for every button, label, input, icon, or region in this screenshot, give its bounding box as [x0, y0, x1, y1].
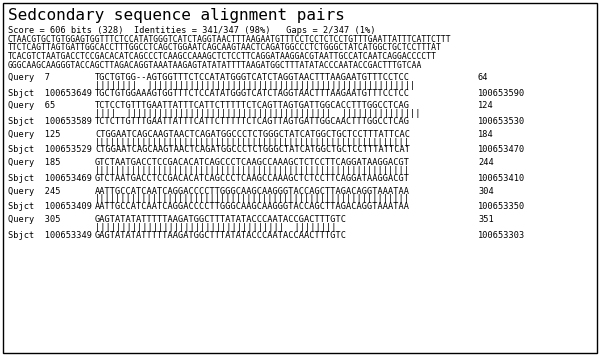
- Text: Query  245: Query 245: [8, 187, 61, 195]
- Text: 124: 124: [478, 101, 494, 110]
- Text: CTAACGTGCTGTGGAGTGGTTTCTCCATATGGGTCATCTAGGTAACTTTAAGAATGTTTCCTCCTCTCCTGTTTGAATTA: CTAACGTGCTGTGGAGTGGTTTCTCCATATGGGTCATCTA…: [8, 35, 452, 44]
- Text: TCACGTCTAATGACCTCCGACACATCAGCCCTCAAGCCAAAGCTCTCCTTCAGGATAAGGACGTAATTGCCATCAATCAG: TCACGTCTAATGACCTCCGACACATCAGCCCTCAAGCCAA…: [8, 52, 437, 61]
- Text: GGGCAAGCAAGGGTACCAGCTTAGACAGGTAAATAAGAGTATATATTTTAAGATGGCTTTATATACCCAATACCGACTTT: GGGCAAGCAAGGGTACCAGCTTAGACAGGTAAATAAGAGT…: [8, 61, 422, 69]
- Text: 351: 351: [478, 215, 494, 224]
- Text: Sbjct  100653529: Sbjct 100653529: [8, 145, 92, 155]
- Text: AATTGCCATCAATCAGGACCCCTTGGGCAAGCAAGGGTACCAGCTTAGACAGGTAAATAA: AATTGCCATCAATCAGGACCCCTTGGGCAAGCAAGGGTAC…: [95, 202, 410, 211]
- Text: GTCTAATGACCTCCGACACATCAGCCCTCAAGCCAAAGCTCTCCTTCAGGATAAGGACGT: GTCTAATGACCTCCGACACATCAGCCCTCAAGCCAAAGCT…: [95, 158, 410, 167]
- Text: TGCTGTGG--AGTGGTTTCTCCATATGGGTCATCTAGGTAACTTTAAGAATGTTTCCTCC: TGCTGTGG--AGTGGTTTCTCCATATGGGTCATCTAGGTA…: [95, 73, 410, 82]
- Text: 100653303: 100653303: [478, 231, 525, 240]
- Text: 244: 244: [478, 158, 494, 167]
- Text: Sbjct  100653469: Sbjct 100653469: [8, 174, 92, 183]
- Text: TTCTCAGTTAGTGATTGGCACCTTTGGCCTCAGCTGGAATCAGCAAGTAACTCAGATGGCCCTCTGGGCTATCATGGCTG: TTCTCAGTTAGTGATTGGCACCTTTGGCCTCAGCTGGAAT…: [8, 43, 442, 52]
- Text: 304: 304: [478, 187, 494, 195]
- Text: Query  125: Query 125: [8, 130, 61, 139]
- Text: TCTCCTGTTTGAATTATTTCATTCTTTTTCTCAGTTAGTGATTGGCACCTTTGGCCTCAG: TCTCCTGTTTGAATTATTTCATTCTTTTTCTCAGTTAGTG…: [95, 101, 410, 110]
- Text: Sbjct  100653589: Sbjct 100653589: [8, 117, 92, 126]
- Text: ||||||||||||||||||||||||||||||||||||||||||||||||||||||||||||: ||||||||||||||||||||||||||||||||||||||||…: [95, 194, 410, 203]
- Text: Sbjct  100653349: Sbjct 100653349: [8, 231, 92, 240]
- Text: 100653530: 100653530: [478, 117, 525, 126]
- Text: ||||  |||||||||||||||||||||||||||||||||||||||  |||||||||||||||: |||| |||||||||||||||||||||||||||||||||||…: [95, 109, 421, 118]
- Text: Query  185: Query 185: [8, 158, 61, 167]
- Text: 184: 184: [478, 130, 494, 139]
- Text: CTGGAATCAGCAAGTAACTCAGATGGCCCTCTGGGCTATCATGGCTGCTCCTTTATTCAT: CTGGAATCAGCAAGTAACTCAGATGGCCCTCTGGGCTATC…: [95, 145, 410, 155]
- Text: Query  305: Query 305: [8, 215, 61, 224]
- Text: 100653470: 100653470: [478, 145, 525, 155]
- Text: TGCTGTGGAAAGTGGTTTCTCCATATGGGTCATCTAGGTAACTTTAAGAATGTTTCCTCC: TGCTGTGGAAAGTGGTTTCTCCATATGGGTCATCTAGGTA…: [95, 89, 410, 98]
- Text: ||||||||||||||||||||||||||||||||||||||||||||||||||||||||||||: ||||||||||||||||||||||||||||||||||||||||…: [95, 138, 410, 147]
- Text: GAGTATATATTTTTAAGATGGCTTTATATACCCAATACCAACTTTGTC: GAGTATATATTTTTAAGATGGCTTTATATACCCAATACCA…: [95, 231, 347, 240]
- FancyBboxPatch shape: [3, 3, 597, 353]
- Text: Sbjct  100653649: Sbjct 100653649: [8, 89, 92, 98]
- Text: ||||||||||||||||||||||||||||||||||||  ||||||||: |||||||||||||||||||||||||||||||||||| |||…: [95, 223, 337, 232]
- Text: Sbjct  100653409: Sbjct 100653409: [8, 202, 92, 211]
- Text: AATTGCCATCAATCAGGACCCCTTGGGCAAGCAAGGGTACCAGCTTAGACAGGTAAATAA: AATTGCCATCAATCAGGACCCCTTGGGCAAGCAAGGGTAC…: [95, 187, 410, 195]
- Text: Query  7: Query 7: [8, 73, 50, 82]
- Text: 64: 64: [478, 73, 488, 82]
- Text: Score = 606 bits (328)  Identities = 341/347 (98%)   Gaps = 2/347 (1%): Score = 606 bits (328) Identities = 341/…: [8, 26, 376, 35]
- Text: 100653350: 100653350: [478, 202, 525, 211]
- Text: GAGTATATATTTTTAAGATGGCTTTATATACCCAATACCGACTTTGTC: GAGTATATATTTTTAAGATGGCTTTATATACCCAATACCG…: [95, 215, 347, 224]
- Text: TCTCTTGTTTGAATTATTTCATTCTTTTTCTCAGTTAGTGATTGGCAACTTTGGCCTCAG: TCTCTTGTTTGAATTATTTCATTCTTTTTCTCAGTTAGTG…: [95, 117, 410, 126]
- Text: 100653410: 100653410: [478, 174, 525, 183]
- Text: Query  65: Query 65: [8, 101, 55, 110]
- Text: ||||||||  |||||||||||||||||||||||||||||||||||||||||||||||||||: |||||||| |||||||||||||||||||||||||||||||…: [95, 81, 415, 90]
- Text: GTCTAATGACCTCCGACACATCAGCCCTCAAGCCAAAGCTCTCCTTCAGGATAAGGACGT: GTCTAATGACCTCCGACACATCAGCCCTCAAGCCAAAGCT…: [95, 174, 410, 183]
- Text: CTGGAATCAGCAAGTAACTCAGATGGCCCTCTGGGCTATCATGGCTGCTCCTTTATTCAC: CTGGAATCAGCAAGTAACTCAGATGGCCCTCTGGGCTATC…: [95, 130, 410, 139]
- Text: ||||||||||||||||||||||||||||||||||||||||||||||||||||||||||||: ||||||||||||||||||||||||||||||||||||||||…: [95, 166, 410, 175]
- Text: Sedcondary sequence alignment pairs: Sedcondary sequence alignment pairs: [8, 8, 345, 23]
- Text: 100653590: 100653590: [478, 89, 525, 98]
